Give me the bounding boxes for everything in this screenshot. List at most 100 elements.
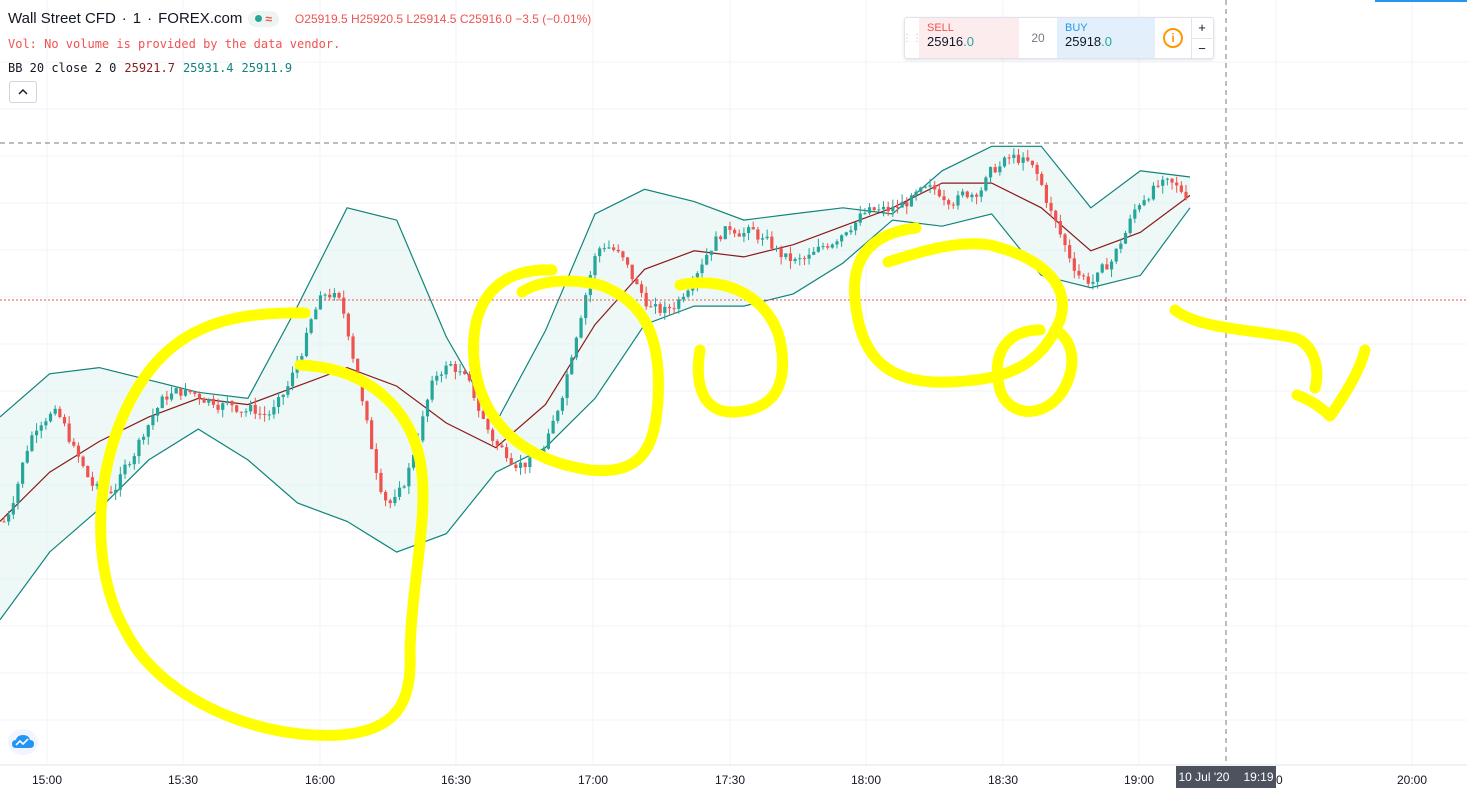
candle-body xyxy=(1095,272,1100,282)
candle-body xyxy=(914,191,918,196)
candle-body xyxy=(681,296,686,300)
candle-body xyxy=(835,241,839,245)
candle-body xyxy=(546,433,551,449)
candle-body xyxy=(1016,154,1021,163)
tradingview-logo[interactable] xyxy=(8,729,38,755)
minus-button[interactable]: − xyxy=(1198,40,1206,56)
candle-body xyxy=(886,206,890,212)
x-tick-label: 19:00 xyxy=(1124,773,1154,787)
candle-body xyxy=(202,398,206,403)
candle-body xyxy=(919,187,923,192)
candle-body xyxy=(686,290,690,297)
candle-body xyxy=(616,249,620,252)
crosshair-time: 19:19 xyxy=(1243,770,1274,784)
candle-body xyxy=(551,420,555,434)
candle-body xyxy=(500,445,504,448)
yellow-stroke xyxy=(1169,304,1371,422)
candle-body xyxy=(1058,221,1062,235)
candle-body xyxy=(812,251,816,255)
candle-body xyxy=(25,450,29,463)
candle-body xyxy=(39,425,43,431)
candle-body xyxy=(216,404,220,410)
candle-body xyxy=(16,483,20,504)
candle-body xyxy=(784,253,788,258)
candle-body xyxy=(528,457,532,468)
candle-body xyxy=(672,308,676,310)
candle-body xyxy=(290,372,295,387)
candle-body xyxy=(351,336,355,359)
candle-body xyxy=(142,436,146,440)
candle-body xyxy=(677,299,681,309)
candle-body xyxy=(174,388,178,394)
sell-button[interactable]: SELL 25916.0 xyxy=(919,18,1019,58)
candle-body xyxy=(1123,233,1128,244)
buy-button[interactable]: BUY 25918.0 xyxy=(1057,18,1155,58)
candle-body xyxy=(44,421,48,426)
candle-body xyxy=(146,425,150,437)
candle-body xyxy=(58,408,62,418)
candle-body xyxy=(1156,185,1160,187)
chevron-up-icon xyxy=(18,89,28,95)
candle-body xyxy=(658,304,662,313)
candle-body xyxy=(909,195,914,207)
x-tick-label: 20:00 xyxy=(1397,773,1427,787)
candle-body xyxy=(905,202,909,207)
x-tick-label: 17:00 xyxy=(578,773,608,787)
candle-body xyxy=(235,405,239,412)
candle-body xyxy=(774,248,779,250)
candle-body xyxy=(481,410,485,419)
candle-body xyxy=(881,206,886,210)
x-tick-label: 16:00 xyxy=(305,773,335,787)
drag-handle-icon[interactable]: ⋮⋮ xyxy=(902,32,922,44)
candle-body xyxy=(318,295,323,310)
candle-body xyxy=(1040,173,1044,185)
candle-body xyxy=(72,441,76,446)
candle-body xyxy=(179,388,183,396)
candle-body xyxy=(574,337,578,358)
candle-body xyxy=(570,357,574,375)
indicator-label: BB 20 close 2 0 xyxy=(8,61,117,75)
candle-body xyxy=(816,246,820,252)
top-accent-bar xyxy=(1375,0,1467,2)
market-status-badge[interactable]: ≈ xyxy=(248,10,279,27)
candle-body xyxy=(988,167,993,178)
candle-body xyxy=(514,464,518,468)
trade-panel: ⋮⋮ SELL 25916.0 20 BUY 25918.0 i + − xyxy=(902,17,1214,59)
symbol-name[interactable]: Wall Street CFD xyxy=(8,10,116,27)
candle-body xyxy=(332,293,337,298)
candle-body xyxy=(221,403,225,410)
quantity-field[interactable]: 20 xyxy=(1031,31,1045,45)
sell-price: 25916.0 xyxy=(927,34,974,49)
candle-body xyxy=(267,414,271,416)
candle-body xyxy=(793,258,797,262)
candle-body xyxy=(188,389,192,393)
candle-body xyxy=(151,415,155,426)
indicator-legend[interactable]: BB 20 close 2 0 25921.7 25931.4 25911.9 xyxy=(8,61,292,75)
collapse-legend-button[interactable] xyxy=(9,81,37,103)
candle-body xyxy=(300,356,304,363)
candle-body xyxy=(891,206,895,212)
bb-upper-line xyxy=(0,145,1191,425)
candle-body xyxy=(211,398,216,405)
candle-body xyxy=(798,258,802,260)
candle-body xyxy=(430,380,434,400)
candle-body xyxy=(453,364,457,372)
candle-body xyxy=(612,247,616,250)
candle-body xyxy=(239,411,243,413)
candle-body xyxy=(402,486,406,488)
yellow-annotations xyxy=(95,222,1371,741)
candle-body xyxy=(1184,191,1188,199)
candle-body xyxy=(304,332,309,357)
candle-body xyxy=(230,400,234,406)
candle-body xyxy=(137,439,141,457)
candle-body xyxy=(1063,234,1067,246)
info-button[interactable]: i xyxy=(1155,18,1191,58)
plus-button[interactable]: + xyxy=(1192,18,1212,39)
candle-body xyxy=(788,253,793,262)
x-tick-label: 15:00 xyxy=(32,773,62,787)
candle-body xyxy=(486,418,490,430)
interval-label[interactable]: 1 xyxy=(132,10,142,27)
candle-body xyxy=(942,196,946,201)
yellow-stroke xyxy=(468,264,664,477)
